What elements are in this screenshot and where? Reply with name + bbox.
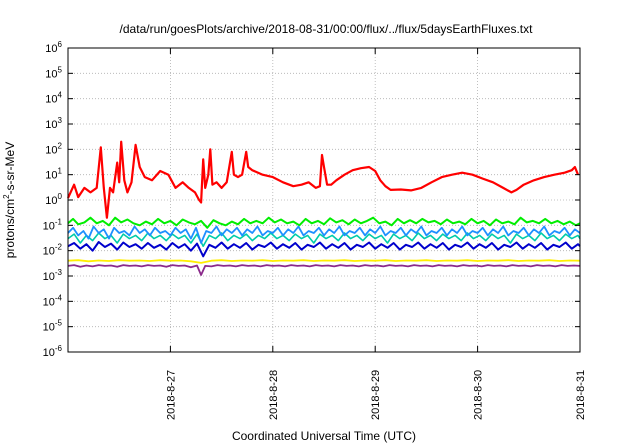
y-tick-exponent: -1: [55, 217, 63, 226]
y-tick-exponent: 3: [58, 116, 63, 125]
y-tick-exponent: -2: [55, 243, 63, 252]
y-tick-label: 103: [45, 116, 62, 131]
y-tick-label: 10-1: [43, 217, 63, 232]
series-line-1: [67, 140, 580, 219]
y-tick-label: 10-3: [43, 268, 63, 283]
chart-title: /data/run/goesPlots/archive/2018-08-31/0…: [120, 22, 534, 36]
x-tick-label: 2018-8-30: [473, 370, 485, 420]
y-tick-label: 106: [45, 40, 62, 55]
y-tick-label: 104: [45, 91, 62, 106]
series-line-7: [67, 264, 581, 276]
y-tick-label: 101: [45, 167, 62, 182]
x-tick-label: 2018-8-28: [268, 370, 280, 420]
y-tick-base: 10: [45, 170, 57, 182]
y-tick-exponent: -6: [55, 344, 63, 353]
y-tick-exponent: -4: [55, 293, 63, 302]
y-tick-base: 10: [43, 271, 55, 283]
y-tick-base: 10: [45, 68, 57, 80]
y-tick-label: 105: [45, 65, 62, 80]
y-tick-exponent: 2: [58, 141, 63, 150]
y-tick-base: 10: [43, 220, 55, 232]
y-tick-label: 10-4: [43, 293, 63, 308]
grid-lines: [68, 48, 580, 352]
y-tick-base: 10: [45, 119, 57, 131]
series-line-5: [67, 241, 581, 258]
series-line-6: [67, 259, 581, 264]
y-tick-exponent: 4: [58, 91, 63, 100]
y-tick-exponent: 1: [58, 167, 63, 176]
y-tick-base: 10: [45, 144, 57, 156]
series-line-3: [67, 232, 581, 247]
x-tick-label: 2018-8-27: [165, 370, 177, 420]
y-tick-exponent: 6: [58, 40, 63, 49]
x-axis-ticks: 2018-8-27 2018-8-28 2018-8-29 2018-8-30 2018…: [165, 48, 587, 420]
y-tick-base: 10: [43, 322, 55, 334]
y-tick-base: 10: [45, 94, 57, 106]
y-tick-label: 102: [45, 141, 62, 156]
y-tick-label: 10-6: [43, 344, 63, 359]
x-axis-label: Coordinated Universal Time (UTC): [232, 429, 416, 443]
y-tick-base: 10: [45, 43, 57, 55]
y-tick-exponent: 0: [58, 192, 63, 201]
y-axis-ticks: 10-610-510-410-310-210-11001011021031041…: [43, 40, 580, 359]
x-tick-label: 2018-8-29: [370, 370, 382, 420]
y-tick-base: 10: [43, 347, 55, 359]
y-tick-label: 100: [45, 192, 62, 207]
y-tick-exponent: 5: [58, 65, 63, 74]
y-axis-label: protons/cm2-s-sr-MeV: [2, 142, 17, 258]
y-tick-label: 10-5: [43, 319, 63, 334]
y-tick-exponent: -3: [55, 268, 63, 277]
y-tick-base: 10: [45, 195, 57, 207]
y-tick-base: 10: [43, 296, 55, 308]
x-tick-label: 2018-8-31: [575, 370, 587, 420]
y-tick-exponent: -5: [55, 319, 63, 328]
y-tick-base: 10: [43, 246, 55, 258]
series-line-4: [67, 225, 581, 244]
y-tick-label: 10-2: [43, 243, 63, 258]
series-group: [67, 140, 581, 276]
series-line-2: [67, 216, 581, 229]
